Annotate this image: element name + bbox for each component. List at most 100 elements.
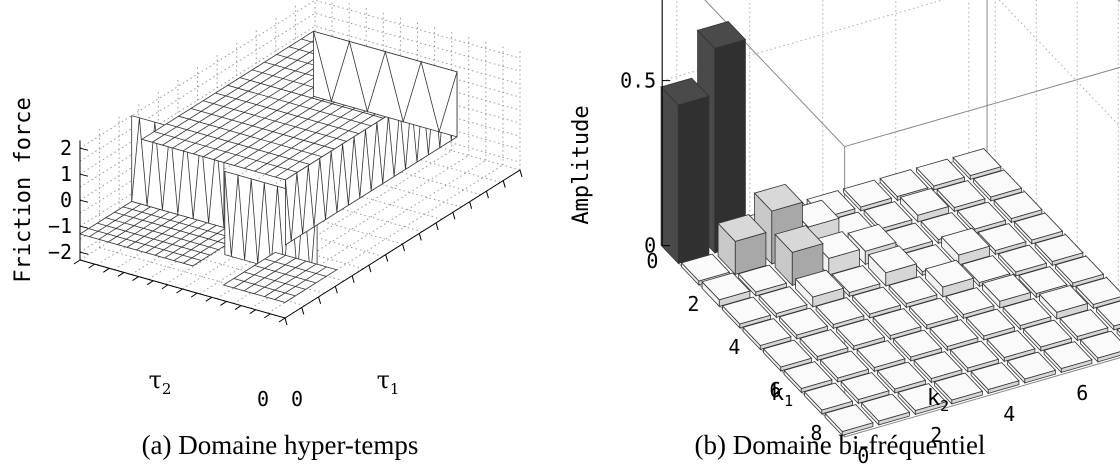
- bar-4-2: [815, 297, 865, 330]
- tau2-tick-mark: [146, 280, 154, 286]
- bar-5-1: [799, 329, 849, 362]
- bar-1-8: [972, 169, 1023, 202]
- bar-top: [660, 77, 710, 106]
- bar-7-4: [949, 340, 1000, 373]
- bar-6-5: [965, 308, 1016, 341]
- bar-8-6: [1043, 341, 1093, 374]
- bar-top: [840, 372, 890, 400]
- tau1-tick-mark: [418, 233, 422, 241]
- bar-top: [936, 180, 986, 208]
- bar-top: [972, 169, 1023, 198]
- z-tick-label: 2: [60, 136, 72, 160]
- bar-top: [986, 330, 1036, 358]
- z-tick-mark: [79, 199, 89, 203]
- bar-top: [1075, 277, 1120, 305]
- bar-4-7: [997, 244, 1048, 277]
- wall-grid-line: [79, 103, 521, 253]
- bar-8-0: [824, 404, 874, 437]
- bar-top: [762, 339, 813, 368]
- surface-grid-line: [233, 255, 286, 289]
- bar-top: [1038, 285, 1089, 313]
- tau1-tick-mark: [301, 307, 305, 315]
- tau1-tick-mark: [351, 275, 355, 283]
- bar-top: [899, 188, 950, 216]
- bar-6-0: [783, 361, 833, 394]
- bar-7-7: [1059, 309, 1109, 342]
- box-top: [704, 0, 1120, 148]
- bar-8-7: [1079, 330, 1120, 363]
- k1-tick-label: 6: [769, 378, 781, 402]
- surface-ridge: [131, 117, 225, 228]
- z-tick-mark: [79, 225, 89, 229]
- surface-grid-line: [164, 225, 217, 259]
- bar-3-2: [794, 269, 845, 308]
- bar-7-2: [876, 361, 927, 394]
- bar-7-0: [803, 382, 854, 415]
- bar-top: [961, 255, 1011, 283]
- tau2-tick-mark: [73, 259, 81, 265]
- tau2-tick-mark: [249, 309, 256, 315]
- surface-grid-line: [89, 203, 142, 237]
- bar-top: [940, 227, 991, 256]
- bar-face: [660, 86, 679, 265]
- bar-face: [1097, 351, 1120, 363]
- bar-8-2: [897, 383, 947, 416]
- bar-top: [933, 372, 984, 401]
- bar-top: [1054, 255, 1105, 284]
- tau1-axis-label: τ1: [377, 366, 400, 398]
- tau1-tick-mark: [485, 191, 489, 199]
- bar-top: [892, 329, 943, 358]
- z-axis: [661, 0, 671, 247]
- caption-a: (a) Domaine hyper-temps: [141, 430, 419, 460]
- bar-4-8: [1034, 234, 1084, 267]
- tau2-axis-label: τ2: [149, 366, 172, 398]
- bar-top: [879, 169, 929, 197]
- bar-7-6: [1022, 319, 1073, 352]
- surface-grid-line: [126, 214, 179, 248]
- bar-top: [847, 223, 897, 252]
- bar-top: [721, 296, 772, 325]
- surface-mesh: [79, 30, 458, 303]
- surface-grid-line: [151, 33, 324, 143]
- wall-grid-line: [79, 12, 521, 162]
- bar-top: [949, 340, 1000, 369]
- bar-top: [1013, 212, 1064, 241]
- surface-grid-line: [173, 227, 226, 261]
- surface-facet: [313, 30, 458, 138]
- z-tick-label: −1: [48, 214, 72, 238]
- tau1-tick-mark: [385, 254, 389, 262]
- surface-ridge: [313, 31, 458, 134]
- bar-top: [831, 265, 881, 293]
- tau1-subscript: 1: [390, 380, 400, 398]
- bar-7-8: [1095, 300, 1120, 331]
- surface-grid-line: [98, 206, 151, 240]
- bar-4-4: [888, 276, 938, 309]
- z-tick-label: 0: [644, 234, 656, 258]
- bar-7-1: [840, 372, 890, 405]
- k2-tick-label: 2: [930, 423, 942, 447]
- bar-3-8: [1013, 212, 1064, 245]
- bar-6-8: [1075, 277, 1120, 310]
- surface-grid-line: [254, 260, 307, 295]
- bar-top: [956, 201, 1007, 230]
- bar-top: [888, 276, 938, 304]
- bar-top: [908, 297, 959, 326]
- bar-top: [799, 329, 849, 357]
- bar-top: [680, 253, 731, 282]
- tau1-tick-mark: [435, 222, 439, 230]
- tau1-tick-mark: [452, 212, 456, 220]
- k1-axis-label: k1: [771, 381, 793, 410]
- bar-8-5: [1006, 351, 1057, 384]
- z-tick-mark: [79, 173, 89, 177]
- bar-top: [1095, 300, 1120, 327]
- bar-6-1: [819, 350, 870, 383]
- tau1-tick-mark: [368, 265, 372, 273]
- bar-top: [924, 259, 975, 288]
- tau1-tick-mark: [469, 201, 473, 209]
- tau1-tick-mark: [318, 296, 322, 304]
- tau2-tick-mark: [190, 292, 198, 298]
- bar-top: [997, 244, 1048, 273]
- bar-4-0: [742, 318, 792, 351]
- bar-5-3: [872, 308, 922, 341]
